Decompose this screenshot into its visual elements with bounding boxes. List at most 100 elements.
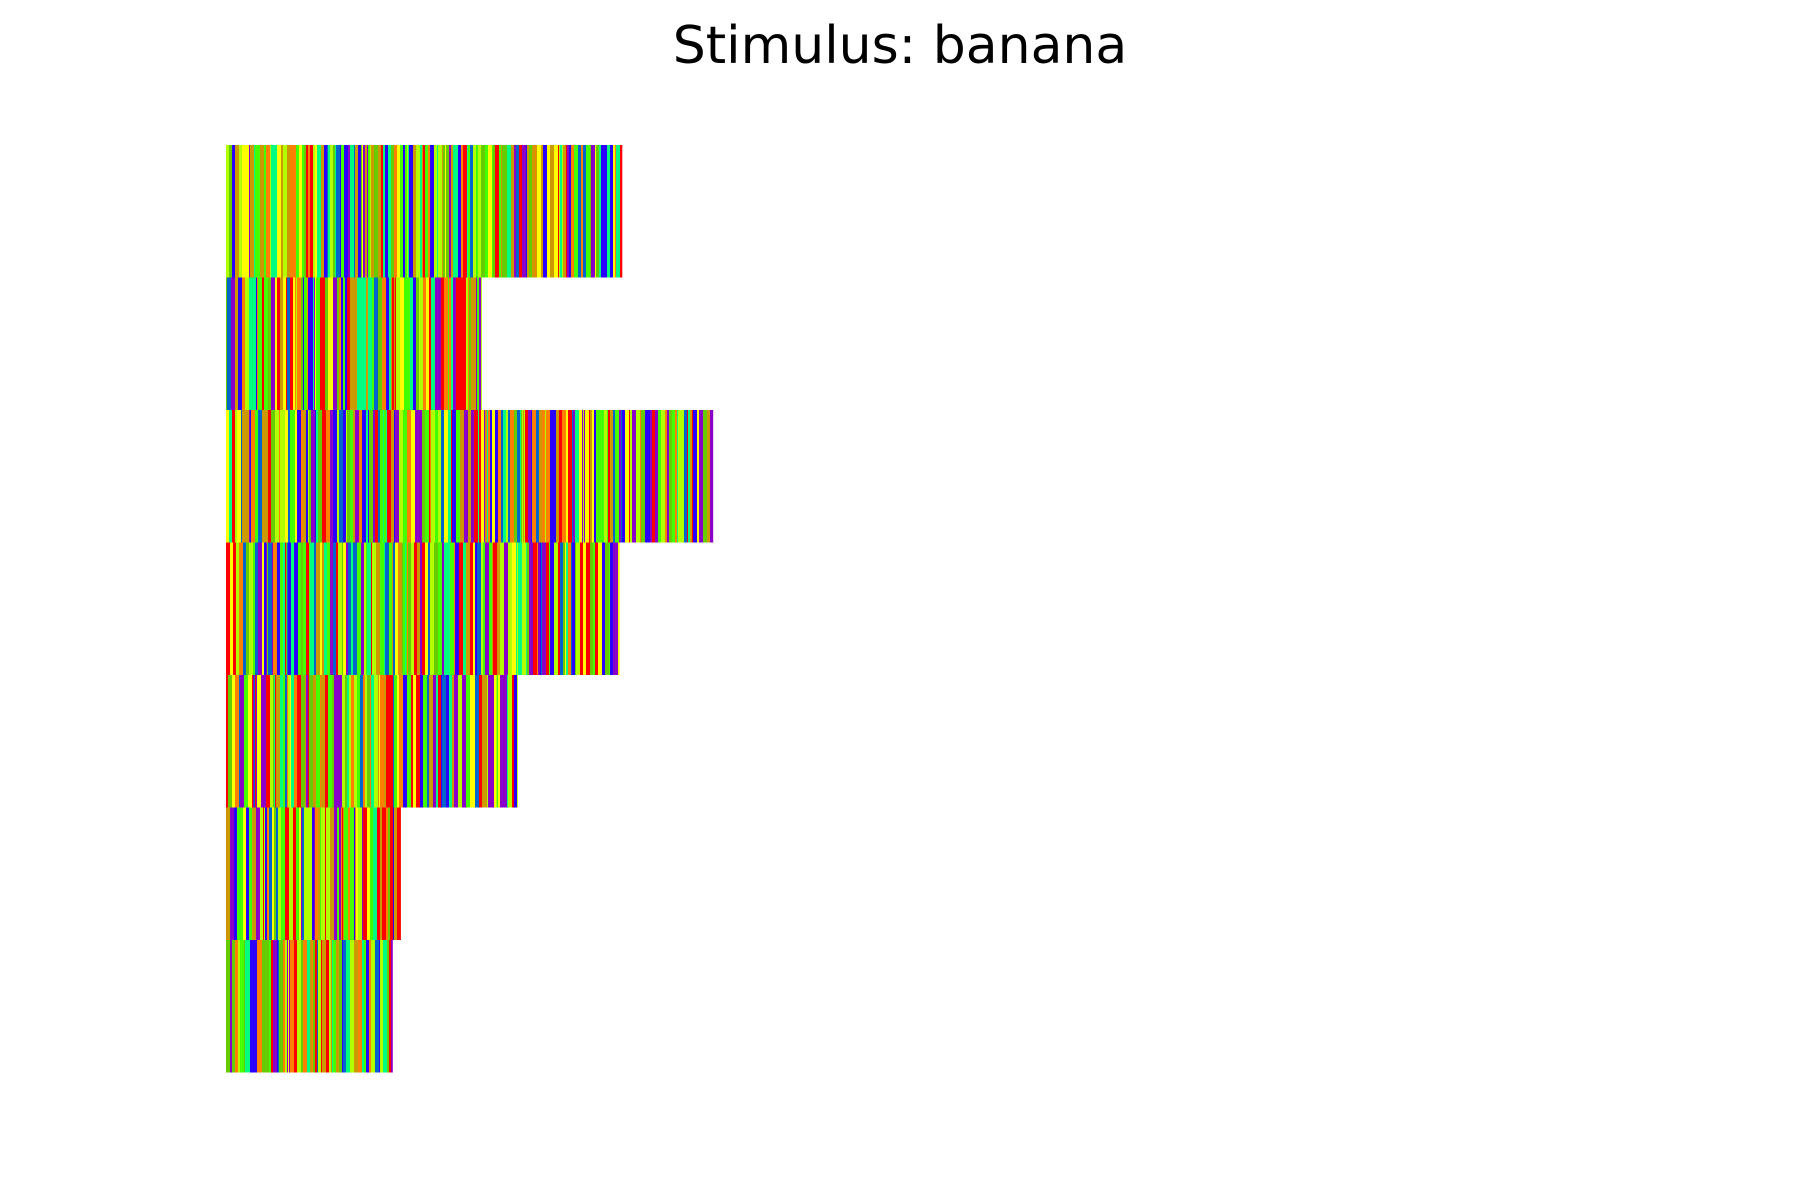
raster-stripe <box>326 807 331 940</box>
raster-stripe <box>285 940 288 1073</box>
raster-stripe <box>610 542 614 675</box>
raster-stripe <box>314 807 316 940</box>
raster-stripe <box>301 940 304 1073</box>
raster-stripe <box>460 410 465 543</box>
raster-stripe <box>306 145 309 278</box>
raster-stripe <box>563 145 567 278</box>
raster-stripe <box>476 145 479 278</box>
raster-stripe <box>499 145 502 278</box>
raster-stripe <box>240 807 244 940</box>
raster-stripe <box>446 145 450 278</box>
raster-stripe <box>394 410 396 543</box>
raster-stripe <box>622 410 625 543</box>
raster-stripe <box>287 675 289 808</box>
raster-stripe <box>495 410 499 543</box>
raster-stripe <box>281 807 286 940</box>
raster-stripe <box>311 410 316 543</box>
raster-stripe <box>294 675 298 808</box>
raster-stripe <box>710 410 714 543</box>
raster-stripe <box>569 145 572 278</box>
raster-stripe <box>474 410 479 543</box>
raster-stripe <box>420 542 423 675</box>
raster-stripe <box>615 542 619 675</box>
raster-stripe <box>498 410 502 543</box>
raster-stripe <box>463 145 468 278</box>
raster-stripe <box>306 542 310 675</box>
raster-stripe <box>330 807 335 940</box>
raster-stripe <box>405 542 407 675</box>
raster-stripe <box>362 940 365 1073</box>
raster-stripe <box>288 410 291 543</box>
raster-stripe <box>253 542 256 675</box>
raster-stripe <box>346 410 348 543</box>
raster-stripe <box>354 940 359 1073</box>
raster-stripe <box>321 807 326 940</box>
raster-stripe <box>304 277 308 410</box>
raster-stripe <box>362 410 367 543</box>
raster-stripe <box>360 675 362 808</box>
raster-stripe <box>344 807 349 940</box>
raster-stripe <box>342 940 344 1073</box>
raster-stripe <box>229 410 233 543</box>
raster-stripe <box>327 542 331 675</box>
raster-stripe <box>524 410 526 543</box>
chart-title: Stimulus: banana <box>672 16 1128 76</box>
raster-stripe <box>391 145 395 278</box>
raster-stripe <box>436 675 439 808</box>
raster-stripe <box>393 807 395 940</box>
raster-stripe <box>503 410 507 543</box>
raster-stripe <box>380 410 384 543</box>
raster-stripe <box>291 542 295 675</box>
raster-stripe <box>389 675 394 808</box>
raster-stripe <box>579 410 583 543</box>
raster-stripe <box>423 277 427 410</box>
raster-stripe <box>343 940 347 1073</box>
raster-stripe <box>255 542 259 675</box>
raster-stripe <box>316 542 321 675</box>
raster-stripe <box>536 410 539 543</box>
raster-stripe <box>272 542 274 675</box>
raster-stripe <box>317 807 319 940</box>
raster-stripe <box>575 542 577 675</box>
raster-stripe <box>331 940 333 1073</box>
raster-stripe <box>359 277 361 410</box>
raster-stripe <box>500 542 505 675</box>
raster-stripe <box>303 940 308 1073</box>
raster-stripe <box>595 145 597 278</box>
raster-stripe <box>275 277 278 410</box>
raster-stripe <box>366 277 369 410</box>
raster-stripe <box>468 277 470 410</box>
raster-stripe <box>602 542 606 675</box>
raster-stripe <box>667 410 669 543</box>
raster-stripe <box>256 277 258 410</box>
raster-stripe <box>459 542 464 675</box>
raster-stripe <box>406 542 408 675</box>
raster-stripe <box>595 542 599 675</box>
raster-stripe <box>451 145 454 278</box>
raster-stripe <box>438 675 442 808</box>
raster-stripe <box>367 145 369 278</box>
raster-stripe <box>442 675 447 808</box>
raster-stripe <box>416 145 421 278</box>
raster-stripe <box>343 807 345 940</box>
raster-stripe <box>279 410 281 543</box>
raster-stripe <box>404 277 409 410</box>
raster-stripe <box>328 277 333 410</box>
raster-stripe <box>386 410 388 543</box>
raster-stripe <box>403 542 406 675</box>
raster-stripe <box>369 940 372 1073</box>
raster-stripe <box>566 410 569 543</box>
raster-stripe <box>526 542 528 675</box>
raster-rows <box>226 145 714 1073</box>
raster-stripe <box>485 145 489 278</box>
raster-stripe <box>239 675 241 808</box>
raster-stripe <box>454 542 456 675</box>
raster-stripe <box>240 940 245 1073</box>
raster-stripe <box>475 542 478 675</box>
raster-stripe <box>468 145 471 278</box>
raster-stripe <box>439 277 442 410</box>
raster-stripe <box>339 807 342 940</box>
raster-stripe <box>517 542 519 675</box>
raster-stripe <box>301 277 304 410</box>
raster-stripe <box>295 410 298 543</box>
